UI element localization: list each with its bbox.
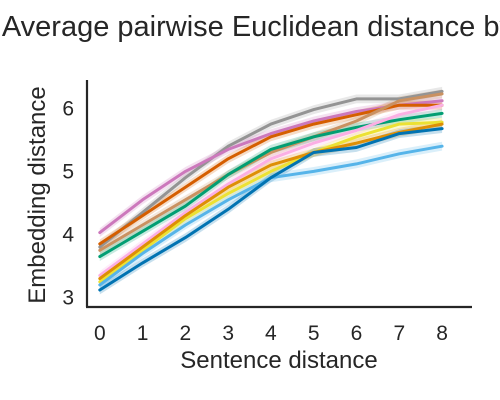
confidence-band-8 [99, 141, 443, 290]
y-tick-label: 6 [62, 97, 74, 120]
series-lines [98, 89, 444, 292]
x-tick-label: 5 [308, 322, 320, 345]
y-tick-label: 3 [62, 287, 74, 310]
confidence-band-0 [99, 86, 443, 252]
y-axis-ticks: 3 4 5 6 [62, 97, 74, 309]
series-line-9 [98, 127, 444, 292]
series-line-0 [98, 89, 444, 249]
confidence-bands [99, 86, 443, 295]
x-tick-label: 2 [180, 322, 192, 345]
y-axis-label: Embedding distance [24, 86, 51, 303]
series-line-6 [98, 120, 444, 284]
chart-title: Average pairwise Euclidean distance by g [2, 11, 500, 43]
x-axis-label: Sentence distance [180, 347, 377, 374]
x-axis-ticks: 0 1 2 3 4 5 6 7 8 [94, 322, 448, 345]
series-line-7 [98, 122, 444, 281]
x-tick-label: 8 [436, 322, 448, 345]
x-tick-label: 3 [222, 322, 234, 345]
x-tick-label: 1 [137, 322, 149, 345]
x-tick-label: 7 [393, 322, 405, 345]
x-tick-label: 6 [351, 322, 363, 345]
y-tick-label: 5 [62, 160, 74, 183]
series-line-3 [98, 92, 444, 252]
y-tick-label: 4 [62, 224, 74, 247]
series-line-5 [98, 103, 444, 277]
x-tick-label: 4 [265, 322, 277, 345]
x-tick-label: 0 [94, 322, 106, 345]
series-line-4 [98, 111, 444, 259]
